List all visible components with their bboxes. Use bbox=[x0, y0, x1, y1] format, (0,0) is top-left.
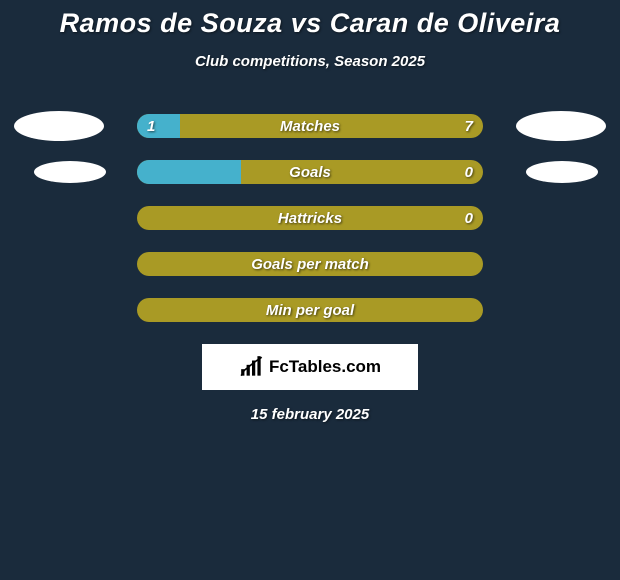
stats-bars: 1 Matches 7 Goals 0 Hattricks 0 bbox=[0, 114, 620, 322]
logo-text: FcTables.com bbox=[269, 357, 381, 377]
source-logo: FcTables.com bbox=[202, 344, 418, 390]
comparison-infographic: Ramos de Souza vs Caran de Oliveira Club… bbox=[0, 0, 620, 580]
stat-row: Hattricks 0 bbox=[0, 206, 620, 230]
stat-right-value: 0 bbox=[465, 206, 473, 230]
stat-right-value: 7 bbox=[465, 114, 473, 138]
stat-row: Min per goal bbox=[0, 298, 620, 322]
page-title: Ramos de Souza vs Caran de Oliveira bbox=[0, 0, 620, 39]
stat-bar-mpg: Min per goal bbox=[137, 298, 483, 322]
stat-row: Goals 0 bbox=[0, 160, 620, 184]
stat-bar-goals: Goals 0 bbox=[137, 160, 483, 184]
player-right-avatar bbox=[516, 111, 606, 141]
player-left-avatar-small bbox=[34, 161, 106, 183]
player-right-avatar-small bbox=[526, 161, 598, 183]
stat-label: Min per goal bbox=[137, 298, 483, 322]
player-left-avatar bbox=[14, 111, 104, 141]
stat-label: Goals per match bbox=[137, 252, 483, 276]
bar-chart-icon bbox=[239, 354, 265, 380]
stat-bar-hattricks: Hattricks 0 bbox=[137, 206, 483, 230]
stat-row: 1 Matches 7 bbox=[0, 114, 620, 138]
page-subtitle: Club competitions, Season 2025 bbox=[0, 53, 620, 70]
stat-label: Goals bbox=[137, 160, 483, 184]
stat-row: Goals per match bbox=[0, 252, 620, 276]
stat-label: Matches bbox=[137, 114, 483, 138]
stat-bar-matches: 1 Matches 7 bbox=[137, 114, 483, 138]
date-label: 15 february 2025 bbox=[0, 406, 620, 423]
stat-label: Hattricks bbox=[137, 206, 483, 230]
stat-bar-gpm: Goals per match bbox=[137, 252, 483, 276]
stat-right-value: 0 bbox=[465, 160, 473, 184]
